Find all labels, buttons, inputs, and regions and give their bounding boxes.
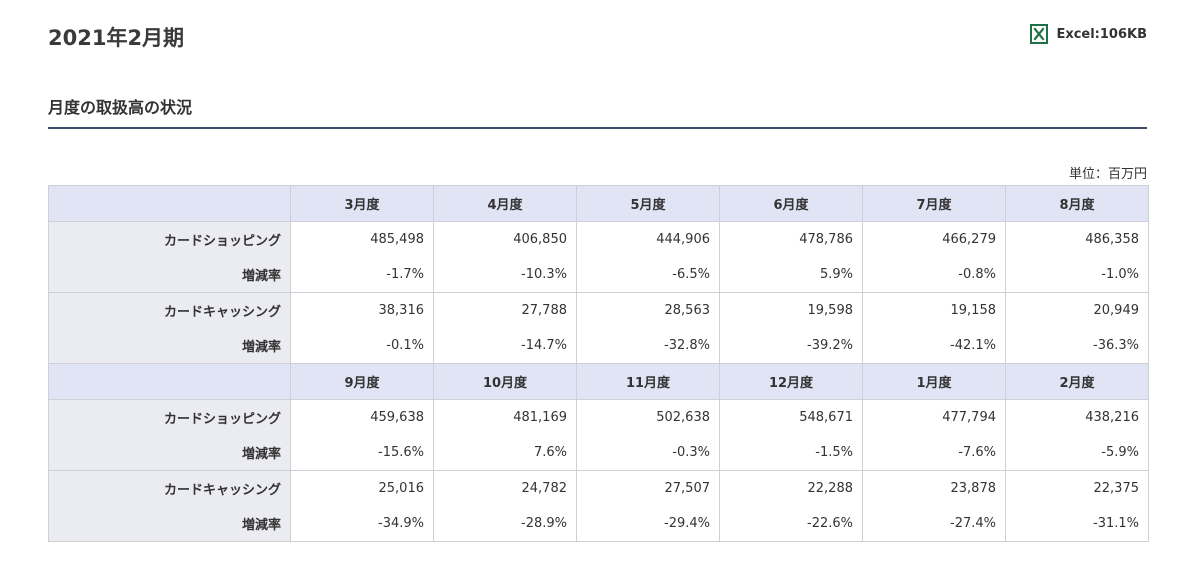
rate-cell: -28.9% — [433, 506, 577, 542]
rate-label: 増減率 — [48, 328, 291, 364]
value-cell: 20,949 — [1005, 292, 1149, 328]
rate-cell: -1.5% — [719, 435, 863, 471]
value-cell: 459,638 — [290, 399, 434, 435]
rate-cell: -42.1% — [862, 328, 1006, 364]
rate-cell: -27.4% — [862, 506, 1006, 542]
value-cell: 22,375 — [1005, 470, 1149, 506]
value-cell: 19,158 — [862, 292, 1006, 328]
value-cell: 406,850 — [433, 221, 577, 257]
value-cell: 485,498 — [290, 221, 434, 257]
value-cell: 38,316 — [290, 292, 434, 328]
month-header: 6月度 — [719, 185, 863, 222]
month-header: 5月度 — [576, 185, 720, 222]
table-row: カードショッピング 485,498 406,850 444,906 478,786 466… — [48, 221, 1149, 257]
section-title: 月度の取扱高の状況 — [48, 98, 193, 117]
table-row: 増減率 -34.9% -28.9% -29.4% -22.6% -27.4% -31.1% — [48, 506, 1149, 542]
rate-cell: -7.6% — [862, 435, 1006, 471]
rate-label: 増減率 — [48, 506, 291, 542]
month-header: 3月度 — [290, 185, 434, 222]
rate-cell: -6.5% — [576, 257, 720, 293]
value-cell: 28,563 — [576, 292, 720, 328]
rate-cell: 5.9% — [719, 257, 863, 293]
table-row: 増減率 -1.7% -10.3% -6.5% 5.9% -0.8% -1.0% — [48, 257, 1149, 293]
rate-cell: -1.7% — [290, 257, 434, 293]
rate-cell: -0.3% — [576, 435, 720, 471]
rate-cell: -0.1% — [290, 328, 434, 364]
rate-cell: -5.9% — [1005, 435, 1149, 471]
excel-file-icon — [1030, 24, 1049, 44]
value-cell: 438,216 — [1005, 399, 1149, 435]
value-cell: 466,279 — [862, 221, 1006, 257]
row-label: カードキャッシング — [48, 292, 291, 328]
header-corner-cell — [48, 185, 291, 222]
value-cell: 22,288 — [719, 470, 863, 506]
value-cell: 27,507 — [576, 470, 720, 506]
month-header: 7月度 — [862, 185, 1006, 222]
month-header: 2月度 — [1005, 363, 1149, 400]
month-header: 9月度 — [290, 363, 434, 400]
rate-cell: 7.6% — [433, 435, 577, 471]
value-cell: 502,638 — [576, 399, 720, 435]
value-cell: 19,598 — [719, 292, 863, 328]
section-divider — [48, 127, 1147, 129]
value-cell: 27,788 — [433, 292, 577, 328]
rate-cell: -36.3% — [1005, 328, 1149, 364]
row-label: カードショッピング — [48, 221, 291, 257]
rate-cell: -31.1% — [1005, 506, 1149, 542]
rate-label: 増減率 — [48, 257, 291, 293]
table-row: カードキャッシング 25,016 24,782 27,507 22,288 23,878 2… — [48, 470, 1149, 506]
value-cell: 481,169 — [433, 399, 577, 435]
table-row: 増減率 -0.1% -14.7% -32.8% -39.2% -42.1% -36.3% — [48, 328, 1149, 364]
value-cell: 548,671 — [719, 399, 863, 435]
rate-cell: -32.8% — [576, 328, 720, 364]
month-header: 8月度 — [1005, 185, 1149, 222]
value-cell: 444,906 — [576, 221, 720, 257]
row-label: カードショッピング — [48, 399, 291, 435]
month-header: 12月度 — [719, 363, 863, 400]
month-header-row: 9月度 10月度 11月度 12月度 1月度 2月度 — [48, 363, 1149, 400]
excel-download-link[interactable]: Excel:106KB — [1030, 24, 1147, 44]
unit-note: 単位：百万円 — [1068, 167, 1147, 182]
month-header: 1月度 — [862, 363, 1006, 400]
header-corner-cell — [48, 363, 291, 400]
month-header: 10月度 — [433, 363, 577, 400]
value-cell: 486,358 — [1005, 221, 1149, 257]
value-cell: 25,016 — [290, 470, 434, 506]
value-cell: 477,794 — [862, 399, 1006, 435]
rate-cell: -15.6% — [290, 435, 434, 471]
row-label: カードキャッシング — [48, 470, 291, 506]
page-title: 2021年2月期 — [48, 26, 185, 50]
rate-cell: -22.6% — [719, 506, 863, 542]
rate-cell: -39.2% — [719, 328, 863, 364]
monthly-volume-table: 3月度 4月度 5月度 6月度 7月度 8月度 カードショッピング 485,498 406,85… — [48, 185, 1149, 542]
rate-cell: -14.7% — [433, 328, 577, 364]
rate-cell: -10.3% — [433, 257, 577, 293]
value-cell: 23,878 — [862, 470, 1006, 506]
rate-cell: -34.9% — [290, 506, 434, 542]
month-header-row: 3月度 4月度 5月度 6月度 7月度 8月度 — [48, 185, 1149, 222]
value-cell: 24,782 — [433, 470, 577, 506]
rate-cell: -0.8% — [862, 257, 1006, 293]
table-row: カードキャッシング 38,316 27,788 28,563 19,598 19,158 2… — [48, 292, 1149, 328]
rate-cell: -29.4% — [576, 506, 720, 542]
rate-cell: -1.0% — [1005, 257, 1149, 293]
rate-label: 増減率 — [48, 435, 291, 471]
month-header: 11月度 — [576, 363, 720, 400]
excel-link-label[interactable]: Excel:106KB — [1056, 26, 1147, 42]
value-cell: 478,786 — [719, 221, 863, 257]
table-row: カードショッピング 459,638 481,169 502,638 548,671 477… — [48, 399, 1149, 435]
table-row: 増減率 -15.6% 7.6% -0.3% -1.5% -7.6% -5.9% — [48, 435, 1149, 471]
month-header: 4月度 — [433, 185, 577, 222]
